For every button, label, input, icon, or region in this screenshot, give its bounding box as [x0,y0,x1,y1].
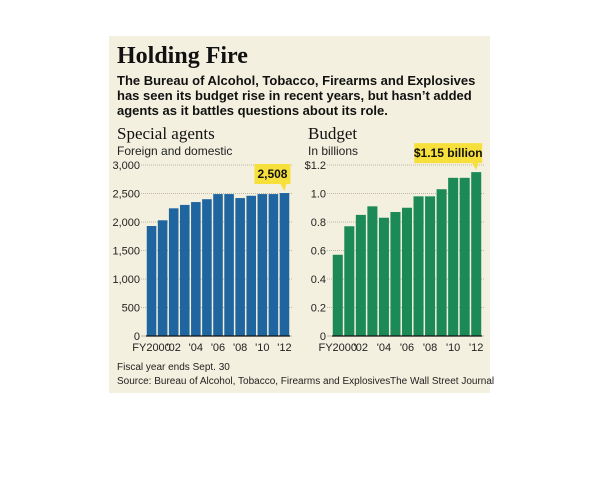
agents-y-tick-label: 1,000 [112,274,140,286]
agents-bar [235,198,245,336]
budget-chart-title: Budget [308,124,358,143]
page-title: Holding Fire [117,43,248,69]
agents-bar [213,194,223,336]
intro-text: The Bureau of Alcohol, Tobacco, Firearms… [117,73,476,118]
agents-y-tick-label: 0 [134,331,140,343]
agents-y-tick-label: 3,000 [112,160,140,172]
budget-y-tick-label: 0.4 [311,274,326,286]
agents-bar [224,194,234,336]
agents-x-tick-label: FY2000 [132,342,171,354]
budget-callout-label: $1.15 billion [414,146,483,160]
fiscal-year-note: Fiscal year ends Sept. 30 [117,362,230,373]
agents-chart-subtitle: Foreign and domestic [117,144,233,158]
agents-bar [168,208,179,336]
budget-x-tick-label: '08 [423,342,437,354]
agents-bar [202,199,212,336]
agents-bar [268,194,279,336]
budget-bar [436,189,447,336]
agents-x-tick-label: '10 [255,342,269,354]
agents-bar [279,193,290,336]
budget-x-tick-label: '10 [446,342,460,354]
budget-bar [367,206,378,336]
agents-x-tick-label: '12 [277,342,291,354]
agents-callout-box [254,164,291,192]
budget-bar [355,214,366,336]
budget-x-tick-label: '12 [469,342,483,354]
budget-x-tick-label: FY2000 [319,342,358,354]
budget-y-tick-label: 0.8 [311,217,326,229]
budget-bar [390,212,401,336]
agents-bar [246,195,257,336]
agents-bar [191,202,201,336]
budget-x-tick-label: '04 [377,342,391,354]
agents-chart-title: Special agents [117,124,215,143]
budget-bar [332,254,343,336]
agents-x-tick-label: '08 [233,342,247,354]
agents-y-tick-label: 2,500 [112,189,140,201]
agents-x-tick-label: '02 [167,342,181,354]
budget-bar [471,172,482,336]
budget-y-tick-label: $1.2 [305,160,326,172]
budget-bar [401,207,413,336]
budget-bar [459,177,470,336]
agents-y-tick-label: 1,500 [112,246,140,258]
agents-y-tick-label: 2,000 [112,217,140,229]
agents-bar [157,220,168,336]
agents-callout-label: 2,508 [257,167,287,181]
agents-y-tick-label: 500 [122,303,140,315]
budget-callout-box [414,143,483,171]
budget-y-tick-label: 0 [320,331,326,343]
agents-x-tick-label: '04 [189,342,203,354]
agents-x-tick-label: '06 [211,342,225,354]
budget-bar [378,217,389,336]
budget-x-tick-label: '06 [400,342,414,354]
agents-bar [257,194,268,336]
budget-bar [344,226,355,336]
agents-bar [179,204,190,336]
budget-bar [413,196,424,336]
budget-bar [448,177,459,336]
budget-chart-subtitle: In billions [308,144,359,158]
budget-y-tick-label: 1.0 [311,189,326,201]
agents-bar [146,225,157,336]
budget-bar [425,196,436,336]
budget-y-tick-label: 0.2 [311,303,326,315]
budget-y-tick-label: 0.6 [311,246,326,258]
credit-line: The Wall Street Journal [390,376,495,387]
source-line: Source: Bureau of Alcohol, Tobacco, Fire… [117,376,391,387]
budget-x-tick-label: '02 [354,342,368,354]
